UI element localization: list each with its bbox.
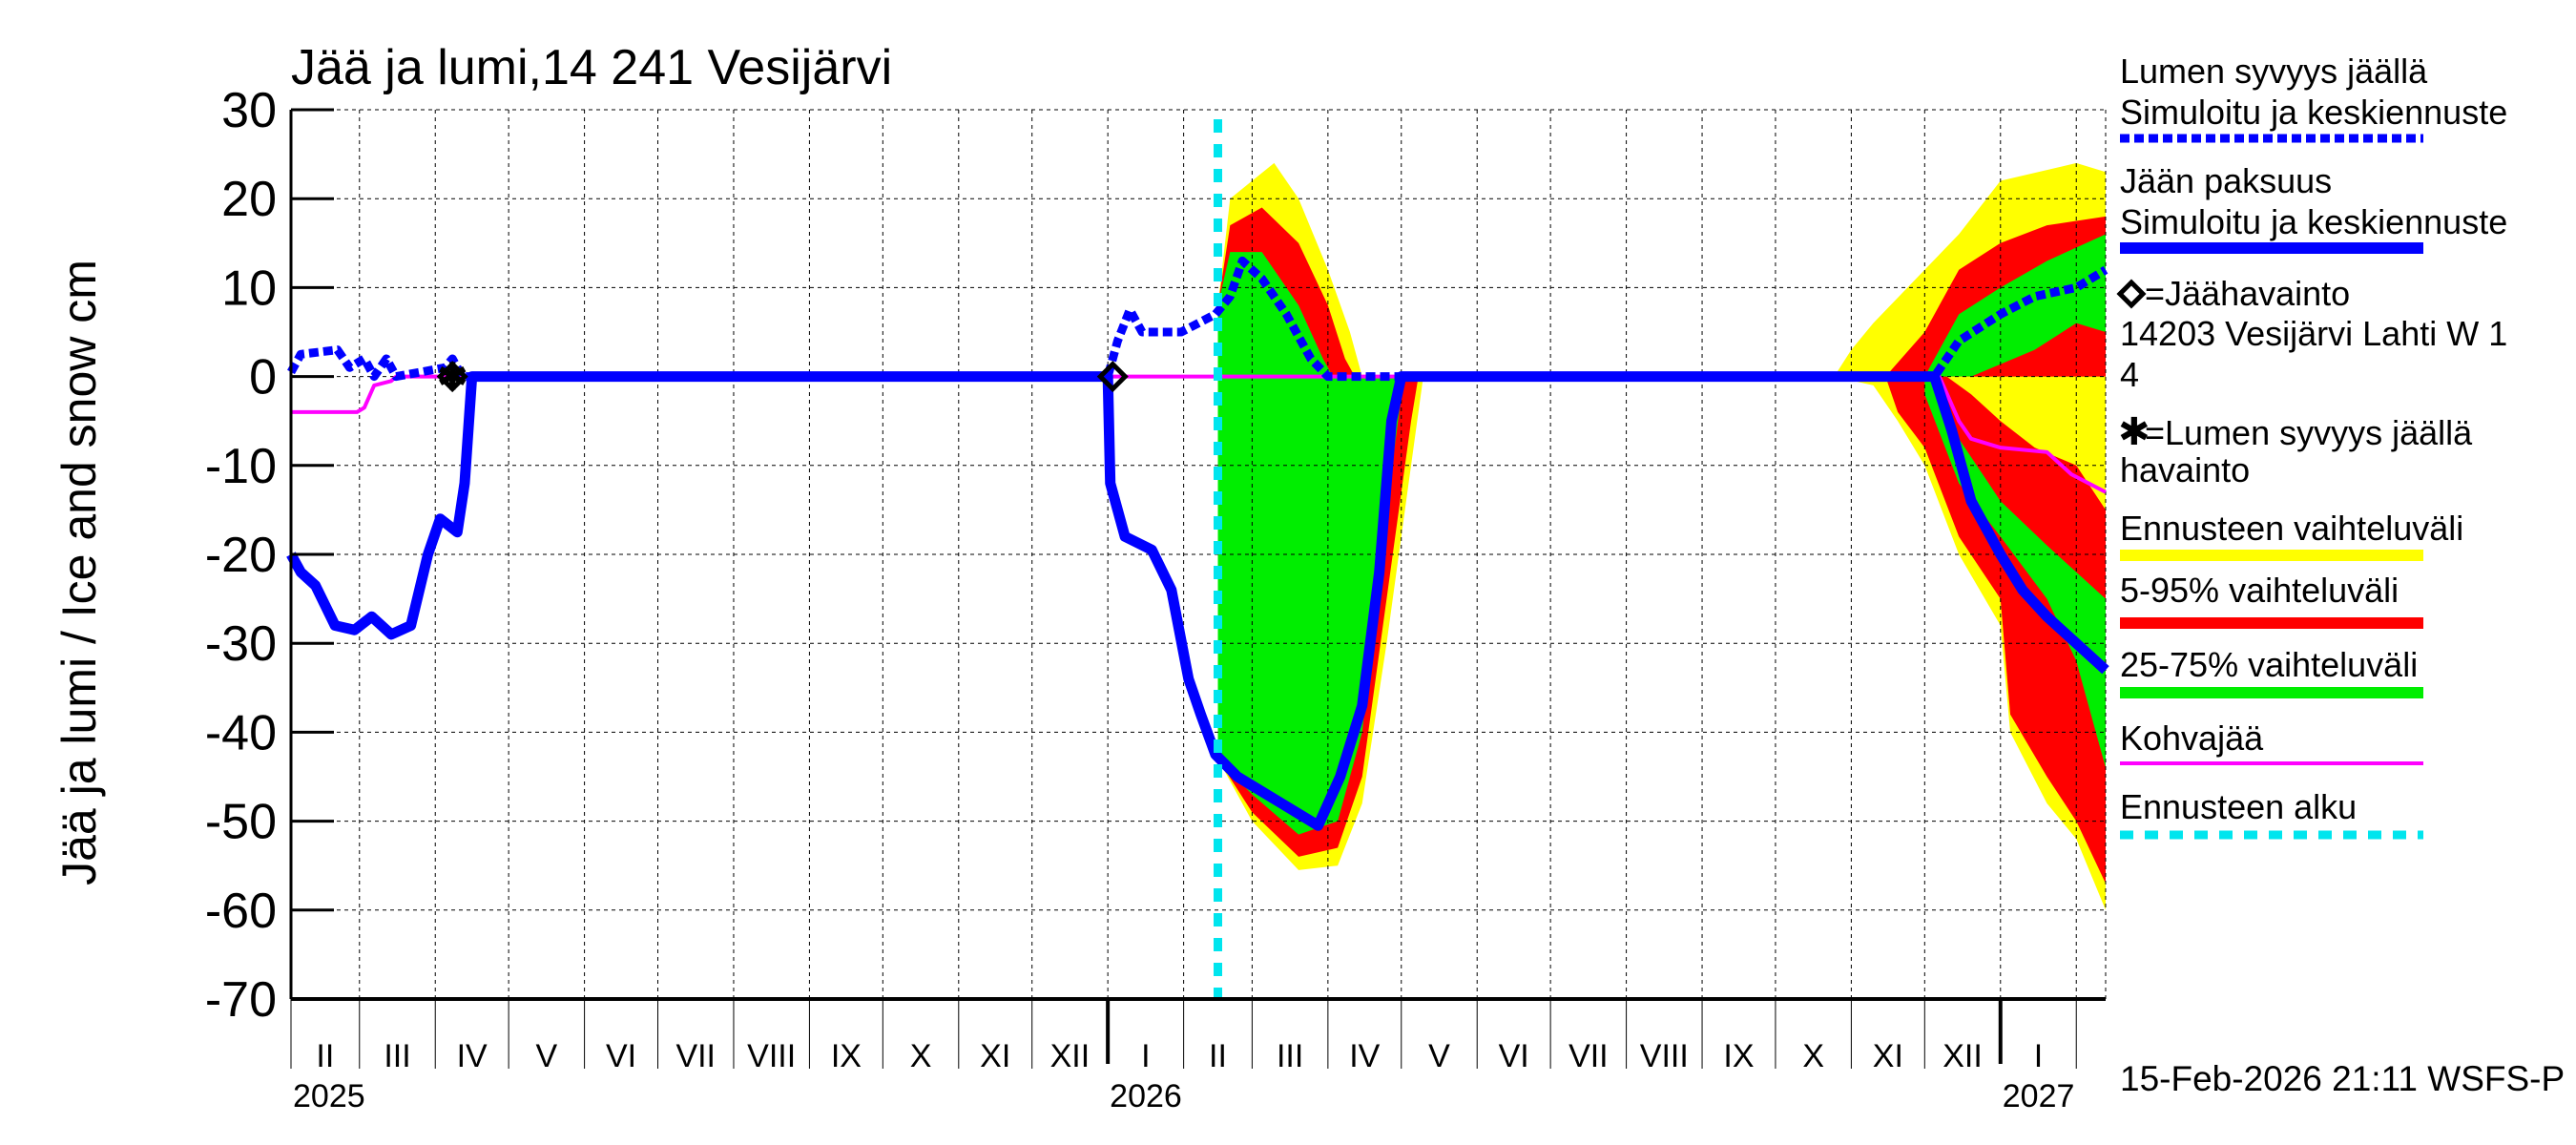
month-label: IX	[1723, 1038, 1754, 1074]
snow-observation-marker: ✱	[436, 357, 468, 399]
legend-ice-sub: Simuloitu ja keskiennuste	[2120, 202, 2507, 241]
year-label: 2026	[1110, 1078, 1182, 1114]
month-label: II	[316, 1038, 334, 1074]
legend-p25-75: 25-75% vaihteluväli	[2120, 645, 2418, 684]
legend-forecast: Ennusteen alku	[2120, 787, 2357, 826]
legend-snow-obs: =Lumen syvyys jäällä	[2145, 413, 2473, 452]
month-label: VI	[606, 1038, 636, 1074]
month-label: VII	[675, 1038, 716, 1074]
y-tick-label: 10	[221, 260, 277, 316]
month-label: XII	[1942, 1038, 1983, 1074]
month-label: VIII	[1640, 1038, 1689, 1074]
month-label: XII	[1050, 1038, 1091, 1074]
y-tick-label: -20	[205, 528, 277, 583]
month-label: VI	[1499, 1038, 1529, 1074]
timestamp: 15-Feb-2026 21:11 WSFS-P	[2120, 1059, 2565, 1098]
month-label: X	[1802, 1038, 1824, 1074]
y-tick-label: -40	[205, 705, 277, 760]
y-tick-label: -70	[205, 972, 277, 1028]
grid	[291, 109, 2107, 1000]
month-label: III	[1277, 1038, 1303, 1074]
forecast-bands	[1217, 162, 2106, 910]
month-label: XI	[1873, 1038, 1903, 1074]
year-label: 2025	[293, 1078, 365, 1114]
series-lumen-syvyys-j-ll-	[287, 256, 2109, 382]
month-label: VII	[1568, 1038, 1609, 1074]
month-label: X	[910, 1038, 932, 1074]
legend: Lumen syvyys jäällä Simuloitu ja keskien…	[2116, 52, 2507, 840]
legend-snow-title: Lumen syvyys jäällä	[2120, 52, 2428, 91]
series-lines: ✱	[286, 119, 2109, 999]
ice-observation-marker	[436, 361, 468, 393]
month-label: I	[1141, 1038, 1150, 1074]
month-label: II	[1209, 1038, 1227, 1074]
month-label: IV	[1349, 1038, 1380, 1074]
y-tick-label: 0	[249, 350, 277, 406]
month-label: I	[2034, 1038, 2043, 1074]
star-icon: ✱	[2118, 411, 2150, 453]
month-label: V	[536, 1038, 558, 1074]
y-tick-label: -30	[205, 616, 277, 672]
month-label: IX	[831, 1038, 862, 1074]
ice-observation-marker	[1096, 361, 1129, 393]
y-tick-label: 20	[221, 172, 277, 227]
series-kohvaj-	[291, 374, 2107, 494]
y-axis-label: Jää ja lumi / Ice and snow cm	[52, 260, 106, 885]
band-7	[1946, 376, 2106, 510]
legend-kohva: Kohvajää	[2120, 718, 2264, 758]
legend-minmax: Ennusteen vaihteluväli	[2120, 509, 2463, 548]
month-label: III	[384, 1038, 410, 1074]
year-label: 2027	[2003, 1078, 2075, 1114]
legend-snow-sub: Simuloitu ja keskiennuste	[2120, 93, 2507, 132]
y-tick-label: 30	[221, 83, 277, 138]
legend-p5-95: 5-95% vaihteluväli	[2120, 571, 2399, 610]
diamond-icon	[2116, 279, 2147, 309]
legend-ice-title: Jään paksuus	[2120, 161, 2332, 200]
month-label: VIII	[747, 1038, 796, 1074]
chart-title: Jää ja lumi,14 241 Vesijärvi	[291, 40, 892, 95]
y-tick-label: -10	[205, 439, 277, 494]
band-2	[1217, 252, 1404, 835]
legend-snow-obs2: havainto	[2120, 450, 2250, 489]
legend-ice-obs: =Jäähavainto	[2145, 274, 2350, 313]
series-j-n-paksuus	[286, 371, 2109, 831]
month-label: XI	[980, 1038, 1010, 1074]
month-label: IV	[457, 1038, 488, 1074]
y-tick-label: -60	[205, 884, 277, 939]
month-label: V	[1428, 1038, 1450, 1074]
legend-ice-obs-station: 14203 Vesijärvi Lahti W 1	[2120, 314, 2507, 353]
legend-ice-obs-station2: 4	[2120, 355, 2139, 394]
y-tick-label: -50	[205, 795, 277, 850]
